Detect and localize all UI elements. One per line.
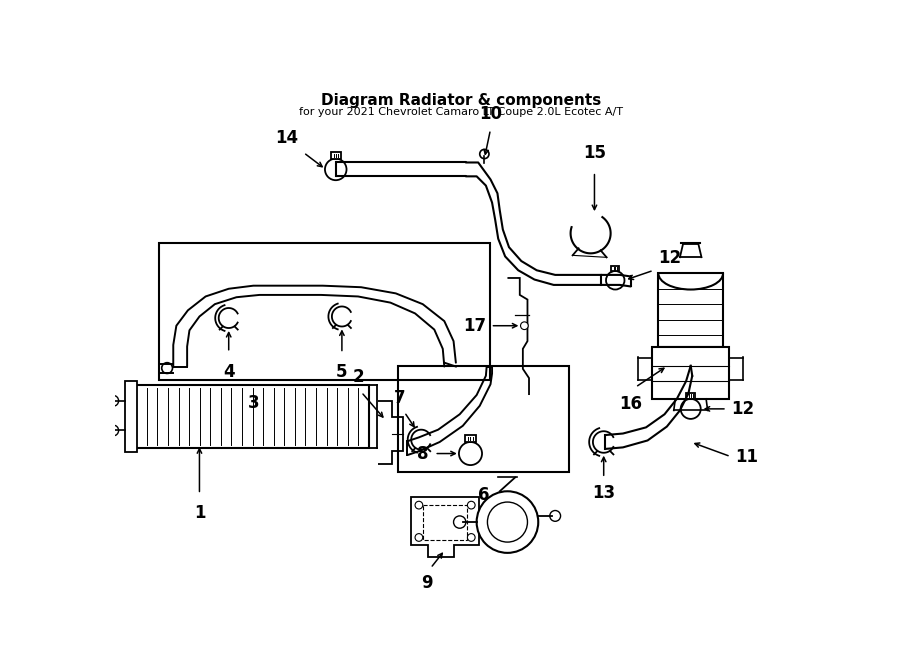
Circle shape [162, 363, 173, 373]
Text: 8: 8 [418, 445, 429, 463]
Circle shape [415, 501, 423, 509]
Circle shape [415, 533, 423, 541]
Text: 5: 5 [337, 364, 347, 381]
Circle shape [454, 516, 466, 528]
Circle shape [480, 149, 489, 159]
Text: 12: 12 [659, 249, 681, 267]
Bar [125, 381, 137, 452]
Text: for your 2021 Chevrolet Camaro LT Coupe 2.0L Ecotec A/T: for your 2021 Chevrolet Camaro LT Coupe … [299, 107, 623, 117]
Text: 15: 15 [583, 145, 606, 163]
Circle shape [488, 502, 527, 542]
Bar [331, 152, 340, 159]
Circle shape [477, 491, 538, 553]
Text: 11: 11 [735, 447, 759, 465]
Text: 12: 12 [731, 400, 754, 418]
Text: 14: 14 [274, 129, 298, 147]
Text: 1: 1 [194, 504, 205, 522]
Text: 3: 3 [248, 394, 259, 412]
Bar [652, 346, 729, 399]
Bar [136, 385, 369, 448]
Bar [611, 266, 619, 271]
Text: 13: 13 [592, 485, 616, 502]
Text: 2: 2 [352, 368, 364, 386]
Circle shape [108, 425, 119, 436]
Circle shape [467, 501, 475, 509]
Circle shape [467, 533, 475, 541]
Text: Diagram Radiator & components: Diagram Radiator & components [321, 93, 601, 108]
Bar [158, 243, 490, 380]
Text: 16: 16 [619, 395, 643, 413]
Bar [465, 435, 476, 442]
Text: 7: 7 [394, 389, 406, 407]
Bar [659, 274, 723, 346]
Circle shape [108, 395, 119, 407]
Text: 10: 10 [479, 105, 502, 123]
Text: 9: 9 [421, 574, 432, 592]
Circle shape [550, 510, 561, 522]
Circle shape [520, 322, 528, 330]
Bar [398, 366, 569, 472]
Text: 17: 17 [463, 317, 486, 334]
Text: 6: 6 [478, 486, 490, 504]
Text: 4: 4 [223, 363, 235, 381]
Polygon shape [423, 505, 467, 540]
Bar [686, 393, 695, 399]
